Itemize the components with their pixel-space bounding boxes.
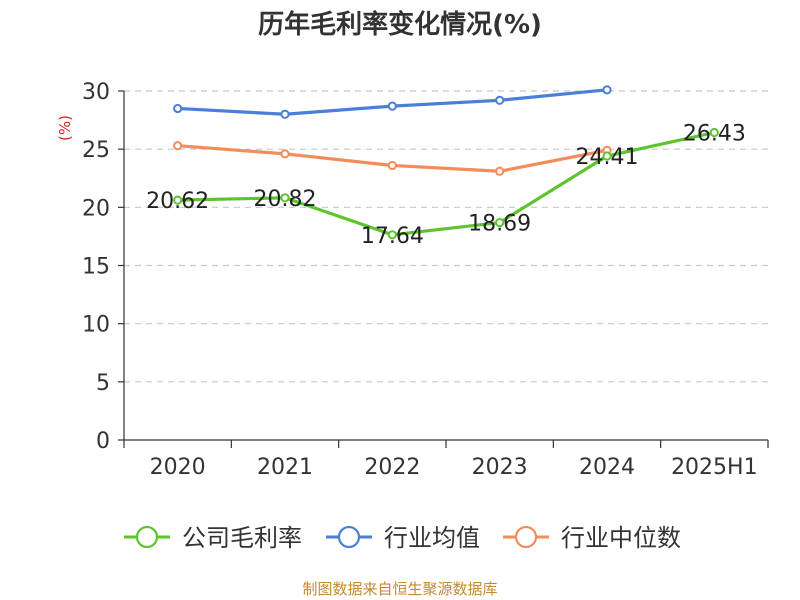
source-note: 制图数据来自恒生聚源数据库 (302, 580, 498, 598)
x-tick-label: 2025H1 (671, 455, 758, 480)
data-point (387, 230, 397, 240)
data-point (495, 95, 505, 105)
legend-item: 行业均值 (326, 524, 480, 552)
data-point (495, 166, 505, 176)
data-point (709, 127, 719, 138)
data-point (495, 217, 505, 228)
series-lines (173, 85, 719, 240)
y-tick-label: 15 (82, 255, 110, 280)
data-label: 17.64 (361, 224, 424, 249)
x-tick-label: 2021 (257, 455, 313, 480)
x-tick-label: 2022 (364, 455, 420, 480)
legend-label: 公司毛利率 (182, 524, 302, 552)
data-point (280, 193, 290, 203)
y-axis-unit-label: (%) (56, 115, 74, 141)
grid-lines (124, 90, 768, 383)
y-tick-label: 20 (82, 196, 110, 221)
y-tick-label: 30 (82, 80, 110, 105)
legend-marker (135, 525, 159, 549)
legend-label: 行业中位数 (561, 524, 681, 552)
data-label: 20.82 (254, 187, 317, 212)
data-point (602, 85, 612, 95)
data-point (280, 149, 290, 159)
axes: 0 5 10 15 20 25 30 2020 2021 2022 2023 2024 2025H1 (82, 80, 769, 480)
data-labels: 20.62 20.82 17.64 18.69 24.41 26.43 (146, 122, 746, 249)
data-point (387, 101, 397, 111)
legend-label: 行业均值 (384, 524, 480, 552)
data-point (387, 160, 397, 171)
legend-item: 公司毛利率 (124, 524, 302, 552)
legend: 公司毛利率 行业均值 行业中位数 (124, 524, 681, 552)
y-tick-label: 10 (82, 313, 110, 338)
legend-item: 行业中位数 (503, 524, 681, 552)
data-point (280, 109, 290, 119)
y-tick-label: 25 (82, 138, 110, 163)
y-tick-label: 0 (96, 429, 110, 454)
data-label: 24.41 (576, 145, 639, 170)
data-point (602, 151, 612, 161)
x-tick-label: 2024 (579, 455, 635, 480)
data-point (173, 141, 183, 151)
data-point (173, 103, 183, 114)
data-label: 18.69 (468, 212, 531, 237)
data-label: 26.43 (683, 122, 746, 147)
y-tick-label: 5 (96, 371, 110, 396)
x-tick-label: 2023 (472, 455, 528, 480)
chart-title: 历年毛利率变化情况(%) (258, 10, 542, 40)
legend-marker (514, 525, 538, 549)
data-point (173, 195, 183, 205)
series-line-0 (177, 130, 715, 237)
data-label: 20.62 (146, 189, 209, 214)
x-tick-label: 2020 (150, 455, 206, 480)
legend-marker (337, 525, 361, 549)
